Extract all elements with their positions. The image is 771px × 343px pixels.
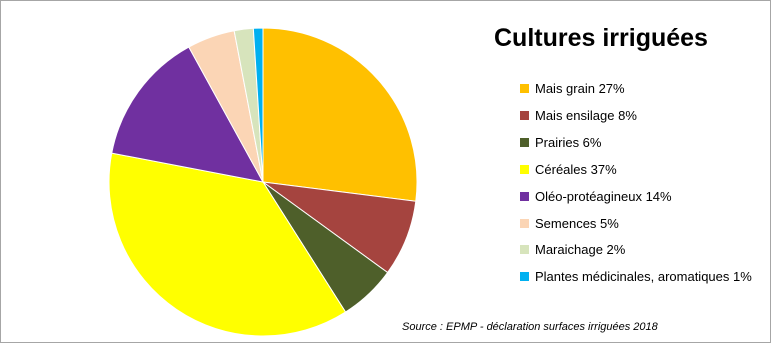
legend-label: Maraichage 2%: [535, 242, 626, 258]
legend-label: Prairies 6%: [535, 134, 602, 150]
legend-label: Céréales 37%: [535, 161, 617, 177]
legend-label: Semences 5%: [535, 215, 619, 231]
pie-slice-8: [252, 27, 264, 183]
legend-swatch: [520, 84, 529, 93]
legend-swatch: [520, 272, 529, 282]
pie-slice-4: [108, 152, 347, 337]
legend-swatch: [520, 164, 529, 174]
legend-label: Mais grain 27%: [535, 81, 625, 96]
legend-swatch: [520, 110, 529, 120]
legend-swatch: [520, 245, 529, 255]
pie-slice-1: [262, 27, 418, 202]
chart-title: Cultures irriguées: [494, 24, 708, 52]
source-note: Source : EPMP - déclaration surfaces irr…: [402, 321, 658, 333]
legend-label: Mais ensilage 8%: [535, 107, 637, 123]
legend-swatch: [520, 218, 529, 228]
legend-label: Oléo-protéagineux 14%: [535, 188, 672, 204]
legend-label: Plantes médicinales, aromatiques 1%: [535, 269, 752, 285]
legend-swatch: [520, 137, 529, 147]
pie-slice-5: [111, 46, 264, 183]
legend-swatch: [520, 191, 529, 201]
